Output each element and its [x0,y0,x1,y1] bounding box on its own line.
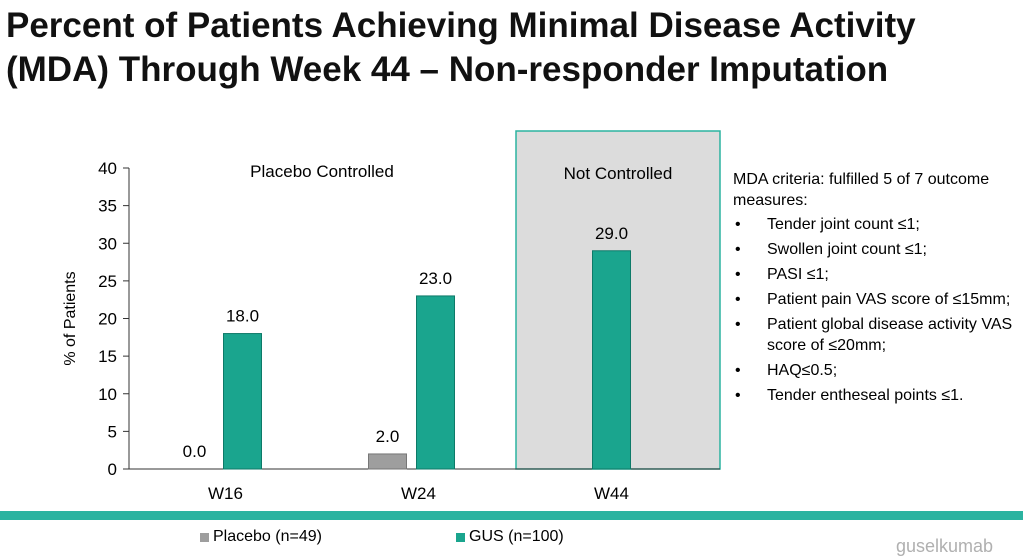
brand-watermark: guselkumab [895,536,993,556]
mda-criteria-box: MDA criteria: fulfilled 5 of 7 outcome m… [733,169,1023,410]
y-tick-label: 40 [98,159,117,178]
x-tick-label: W44 [594,484,629,503]
legend-item-gus: GUS (n=100) [456,528,564,546]
placebo-swatch-icon [200,532,209,542]
criteria-item: • PASI ≤1; [735,266,829,283]
gus-swatch-icon [456,532,465,542]
y-tick-label: 5 [108,422,117,441]
bullet-icon: • [735,316,741,333]
bar-gus [592,250,631,470]
y-tick-label: 25 [98,272,117,291]
accent-divider [0,511,1023,520]
page-title: Percent of Patients Achieving Minimal Di… [6,6,916,89]
x-tick-label: W16 [208,484,243,503]
x-tick-label: W24 [401,484,436,503]
region-label-placebo-controlled: Placebo Controlled [250,162,394,181]
y-tick-label: 0 [108,460,117,479]
data-label-placebo: 0.0 [183,442,207,461]
bullet-icon: • [735,387,741,404]
criteria-item: • Patient pain VAS score of ≤15mm; [735,291,1011,308]
bullet-icon: • [735,362,741,379]
y-tick-label: 30 [98,234,117,253]
bullet-icon: • [735,241,741,258]
y-tick-label: 35 [98,197,117,216]
bullet-icon: • [735,291,741,308]
criteria-item: • Tender joint count ≤1; [735,216,920,233]
bar-placebo [368,453,407,470]
criteria-item: • Tender entheseal points ≤1. [735,387,964,404]
y-tick-label: 20 [98,310,117,329]
criteria-heading: MDA criteria: fulfilled 5 of 7 outcome m… [733,171,990,209]
criteria-item: • Patient global disease activity VAS sco… [735,316,1013,354]
criteria-item: • HAQ≤0.5; [735,362,838,379]
data-label-gus: 18.0 [226,307,259,326]
bullet-icon: • [735,266,741,283]
bar-chart: Placebo Controlled Not Controlled 0 5 10 15 20… [62,130,721,503]
criteria-list: • Tender joint count ≤1; • Swollen joint c… [733,214,1023,406]
bar-gus [223,333,262,470]
legend-item-placebo: Placebo (n=49) [200,528,322,546]
bar-gus [416,295,455,470]
chart-legend: Placebo (n=49) GUS (n=100) [0,528,1023,553]
y-tick-label: 10 [98,385,117,404]
data-label-gus: 29.0 [595,224,628,243]
data-label-placebo: 2.0 [376,427,400,446]
region-label-not-controlled: Not Controlled [564,164,673,183]
criteria-item: • Swollen joint count ≤1; [735,241,927,258]
y-axis-label: % of Patients [62,271,79,365]
bullet-icon: • [735,216,741,233]
data-label-gus: 23.0 [419,269,452,288]
y-tick-label: 15 [98,347,117,366]
